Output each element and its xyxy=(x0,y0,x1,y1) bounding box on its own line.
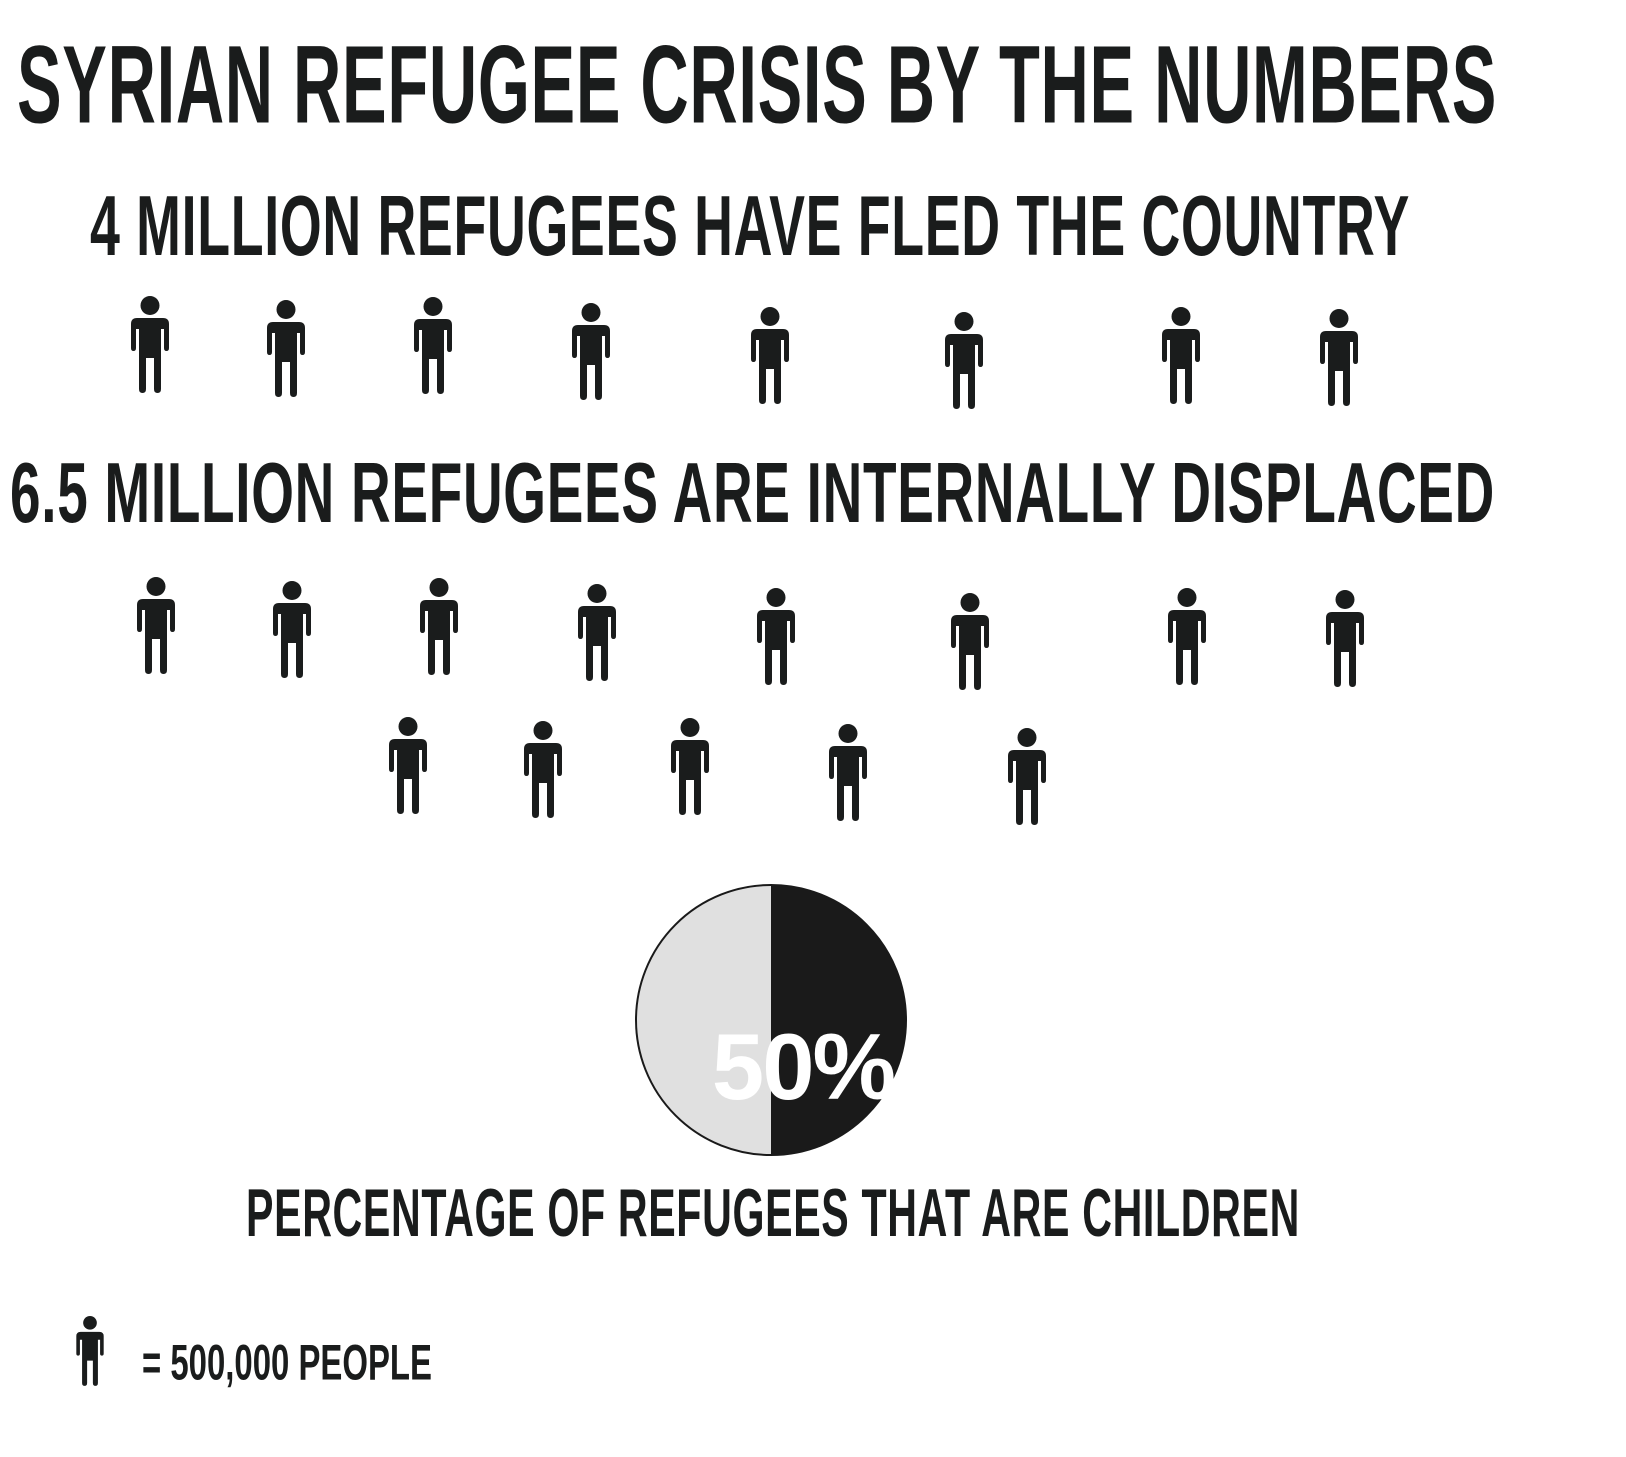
internal-heading: 6.5 MILLION REFUGEES ARE INTERNALLY DISP… xyxy=(10,444,1495,541)
person-icon xyxy=(414,297,452,394)
pie-center-label: 50% xyxy=(711,1014,896,1119)
person-icon xyxy=(131,296,169,393)
person-icon xyxy=(1162,307,1200,404)
legend-person-icon xyxy=(76,1316,104,1386)
person-icon xyxy=(389,717,427,814)
person-icon xyxy=(751,307,789,404)
pie-caption: PERCENTAGE OF REFUGEES THAT ARE CHILDREN xyxy=(246,1175,1300,1252)
person-icon xyxy=(137,577,175,674)
person-icon xyxy=(671,718,709,815)
person-icon xyxy=(1320,309,1358,406)
legend-text: = 500,000 PEOPLE xyxy=(142,1334,432,1391)
pie-outline xyxy=(635,884,907,1156)
person-icon xyxy=(578,584,616,681)
pie-slice-other xyxy=(636,885,771,1155)
person-icon xyxy=(945,312,983,409)
person-icon xyxy=(267,300,305,397)
person-icon xyxy=(572,303,610,400)
person-icon xyxy=(829,724,867,821)
person-icon xyxy=(1326,590,1364,687)
fled-heading: 4 MILLION REFUGEES HAVE FLED THE COUNTRY xyxy=(90,177,1410,274)
page-title: SYRIAN REFUGEE CRISIS BY THE NUMBERS xyxy=(17,23,1497,147)
person-icon xyxy=(1168,588,1206,685)
person-icon xyxy=(273,581,311,678)
person-icon xyxy=(524,721,562,818)
person-icon xyxy=(1008,728,1046,825)
person-icon xyxy=(757,588,795,685)
person-icon xyxy=(951,593,989,690)
person-icon xyxy=(420,578,458,675)
pie-slice-children xyxy=(771,885,906,1155)
